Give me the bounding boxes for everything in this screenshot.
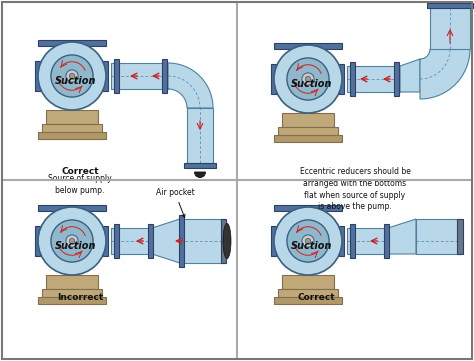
Bar: [272, 226, 276, 256]
Text: Air pocket: Air pocket: [155, 188, 194, 217]
Bar: [36, 226, 40, 256]
Bar: [111, 228, 152, 254]
Wedge shape: [194, 172, 206, 178]
Circle shape: [302, 73, 314, 85]
Polygon shape: [420, 49, 470, 99]
Bar: [115, 224, 119, 258]
Bar: [115, 59, 119, 93]
Text: Source of supply
below pump.: Source of supply below pump.: [48, 174, 112, 195]
Ellipse shape: [223, 223, 231, 258]
Circle shape: [51, 220, 93, 262]
Circle shape: [305, 238, 311, 244]
Text: Suction: Suction: [55, 76, 97, 86]
Bar: [272, 64, 276, 94]
Text: Suction: Suction: [291, 241, 333, 251]
Polygon shape: [400, 59, 420, 92]
Circle shape: [305, 76, 311, 82]
Bar: [180, 214, 184, 268]
Circle shape: [38, 207, 106, 275]
Bar: [339, 64, 345, 94]
Circle shape: [51, 55, 93, 97]
Bar: [187, 108, 213, 163]
Bar: [42, 124, 102, 132]
Bar: [148, 224, 154, 258]
Circle shape: [302, 235, 314, 247]
Polygon shape: [168, 63, 213, 108]
Bar: [163, 59, 167, 93]
Bar: [430, 6, 470, 49]
Bar: [103, 61, 109, 91]
Bar: [384, 224, 390, 258]
Bar: [278, 127, 338, 135]
Circle shape: [287, 220, 329, 262]
Bar: [36, 61, 40, 91]
Bar: [350, 62, 356, 96]
Bar: [38, 205, 106, 211]
Bar: [42, 289, 102, 297]
Circle shape: [66, 235, 78, 247]
Bar: [38, 40, 106, 46]
Bar: [111, 63, 168, 89]
Circle shape: [69, 238, 75, 244]
Polygon shape: [416, 219, 460, 254]
Text: Suction: Suction: [55, 241, 97, 251]
Bar: [339, 226, 345, 256]
Text: Incorrect: Incorrect: [57, 293, 103, 302]
Polygon shape: [388, 219, 416, 254]
Bar: [103, 226, 109, 256]
Text: Eccentric reducers should be
arranged with the bottoms
flat when source of suppl: Eccentric reducers should be arranged wi…: [300, 167, 410, 212]
Text: Suction: Suction: [291, 79, 333, 89]
Bar: [184, 163, 216, 168]
Bar: [46, 275, 98, 289]
Bar: [347, 66, 400, 92]
Bar: [282, 275, 334, 289]
Bar: [46, 110, 98, 124]
Bar: [274, 43, 342, 49]
Bar: [180, 219, 225, 263]
Circle shape: [274, 207, 342, 275]
Circle shape: [38, 42, 106, 110]
Bar: [278, 289, 338, 297]
Bar: [427, 3, 473, 8]
Bar: [38, 132, 106, 139]
Bar: [282, 113, 334, 127]
Bar: [394, 62, 400, 96]
Text: Correct: Correct: [297, 293, 335, 302]
Bar: [350, 224, 356, 258]
Bar: [38, 297, 106, 304]
Bar: [457, 219, 463, 254]
Bar: [274, 135, 342, 142]
Circle shape: [66, 70, 78, 82]
Bar: [221, 219, 226, 263]
Bar: [274, 205, 342, 211]
Bar: [274, 297, 342, 304]
Polygon shape: [152, 219, 180, 263]
Circle shape: [69, 73, 75, 79]
Circle shape: [274, 45, 342, 113]
Bar: [347, 228, 388, 254]
Circle shape: [287, 58, 329, 100]
Text: Correct: Correct: [61, 167, 99, 176]
